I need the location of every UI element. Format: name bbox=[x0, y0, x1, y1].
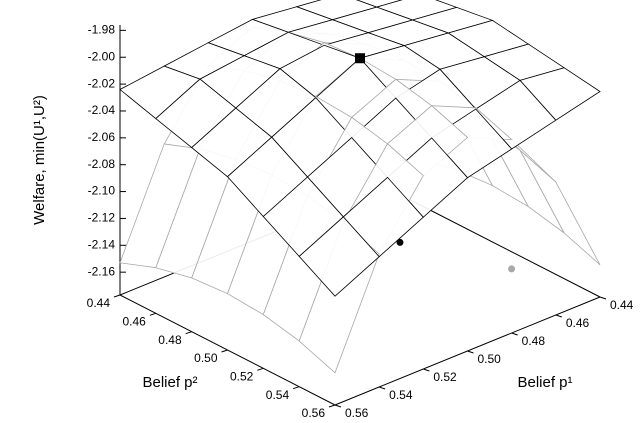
y-tick bbox=[293, 386, 300, 390]
x-tick-label: 0.44 bbox=[610, 298, 634, 312]
y-tick-label: 0.48 bbox=[158, 333, 182, 347]
z-tick-label: -2.02 bbox=[88, 76, 116, 90]
x-tick-label: 0.46 bbox=[566, 316, 590, 330]
x-tick bbox=[334, 404, 342, 408]
x-tick-label: 0.52 bbox=[433, 370, 457, 384]
z-tick-label: -2.14 bbox=[88, 237, 116, 251]
y-tick bbox=[149, 312, 156, 316]
x-tick-label: 0.48 bbox=[522, 334, 546, 348]
x-tick-label: 0.50 bbox=[478, 352, 502, 366]
z-tick-label: -2.00 bbox=[88, 49, 116, 63]
y-tick-label: 0.52 bbox=[230, 370, 254, 384]
x-tick-label: 0.54 bbox=[389, 388, 413, 402]
z-tick-label: -2.16 bbox=[88, 264, 116, 278]
point-circle bbox=[396, 238, 404, 246]
x-tick bbox=[423, 368, 430, 372]
y-tick-label: 0.50 bbox=[194, 351, 218, 365]
y-tick bbox=[221, 349, 228, 353]
y-tick bbox=[328, 404, 336, 408]
y-tick-label: 0.56 bbox=[302, 406, 326, 420]
x-tick bbox=[379, 386, 386, 390]
z-axis-label: Welfare, min(U¹,U²) bbox=[31, 95, 48, 225]
x-tick bbox=[467, 350, 474, 354]
x-tick bbox=[599, 296, 607, 300]
y-tick-label: 0.46 bbox=[122, 315, 146, 329]
z-tick-label: -2.12 bbox=[88, 211, 116, 225]
y-axis-label: Belief p² bbox=[142, 374, 197, 391]
x-tick bbox=[555, 314, 562, 318]
x-tick-label: 0.56 bbox=[345, 406, 369, 420]
y-tick bbox=[185, 331, 192, 335]
y-tick bbox=[113, 294, 121, 298]
point-circle bbox=[508, 265, 516, 273]
z-tick-label: -1.98 bbox=[88, 23, 116, 37]
y-tick bbox=[257, 367, 264, 371]
point-square bbox=[355, 53, 365, 64]
x-axis-label: Belief p¹ bbox=[517, 374, 572, 391]
y-tick-label: 0.44 bbox=[87, 296, 111, 310]
x-tick bbox=[511, 332, 518, 336]
z-tick-label: -2.08 bbox=[88, 157, 116, 171]
y-tick-label: 0.54 bbox=[266, 388, 290, 402]
z-tick-label: -2.06 bbox=[88, 130, 116, 144]
z-tick-label: -2.04 bbox=[88, 103, 116, 117]
surface-cell bbox=[298, 216, 380, 297]
z-tick-label: -2.10 bbox=[88, 184, 116, 198]
